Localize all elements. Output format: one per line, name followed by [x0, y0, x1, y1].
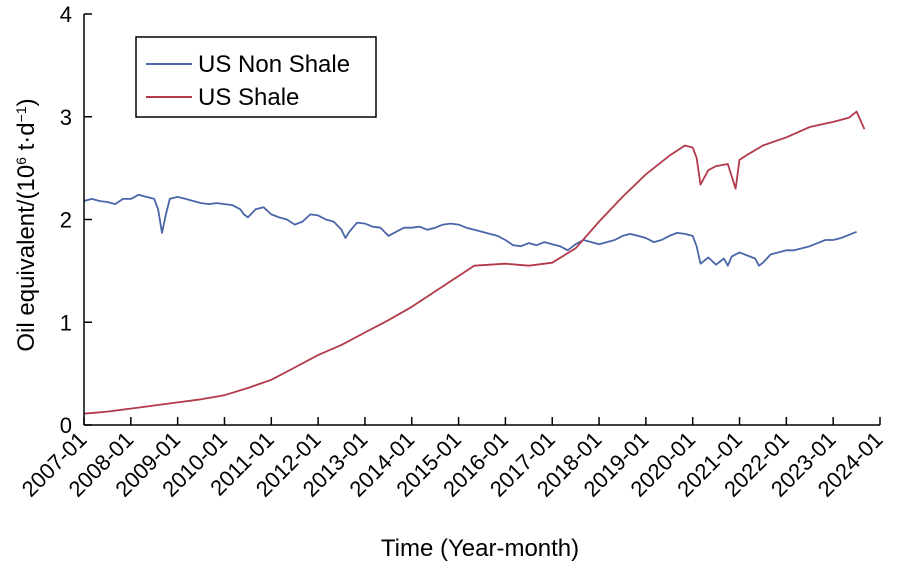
y-tick-label: 3 [60, 105, 72, 130]
legend: US Non Shale US Shale [135, 36, 377, 118]
x-axis-title: Time (Year-month) [381, 535, 579, 562]
y-axis-title-mid: t·d [13, 122, 40, 157]
legend-box [135, 36, 377, 118]
y-tick-label: 1 [60, 310, 72, 335]
y-axis-title: Oil equivalent/(106 t·d−1) [13, 98, 40, 351]
legend-label-shale: US Shale [198, 84, 299, 111]
y-axis-title-sup2: −1 [13, 106, 29, 122]
y-tick-label: 4 [60, 2, 72, 27]
legend-label-non-shale: US Non Shale [198, 51, 350, 78]
y-axis-title-main: Oil equivalent/(10 [13, 165, 40, 352]
series-line-us-shale [83, 110, 866, 415]
y-axis-title-end: ) [13, 98, 40, 106]
plot-area [83, 110, 866, 415]
series-line-us-non-shale [83, 193, 857, 267]
y-axis-title-sup1: 6 [13, 157, 29, 165]
y-tick-label: 2 [60, 208, 72, 233]
y-tick-label: 0 [60, 413, 72, 438]
